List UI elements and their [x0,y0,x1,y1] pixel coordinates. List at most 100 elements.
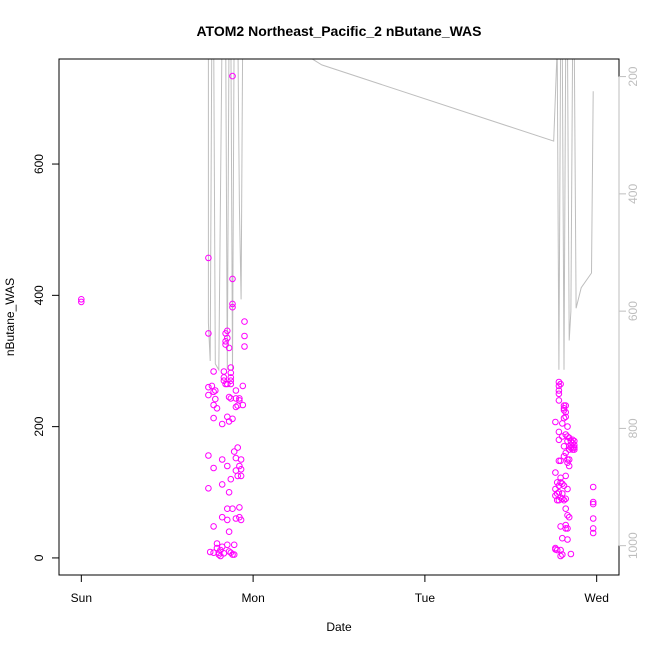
data-point [227,374,235,381]
data-point [220,377,228,385]
data-point [205,330,212,337]
data-point [552,469,559,476]
data-point [571,444,578,451]
data-point [205,391,212,399]
data-point [205,383,212,391]
data-point [562,525,570,532]
data-point [232,403,240,411]
data-point [236,397,243,404]
x-tick-label: Sun [71,591,92,605]
x-tick-label: Wed [584,591,608,605]
data-point [559,495,566,503]
data-point [555,382,563,390]
data-point [565,462,573,470]
data-point [565,513,573,521]
data-point [237,456,245,463]
data-point [210,414,217,422]
data-point [557,457,564,465]
y-tick-label: 200 [32,416,46,436]
data-point [589,500,597,508]
data-point [232,395,240,402]
data-point [229,303,236,311]
data-point [555,378,563,386]
data-point [564,536,571,543]
data-point [222,338,229,345]
data-point [564,459,571,467]
data-point [236,504,243,511]
data-point [571,446,578,453]
data-point [555,397,563,404]
data-point [229,72,236,80]
data-point [555,436,563,444]
data-point [210,523,217,530]
data-point [212,395,219,403]
data-point [560,414,568,422]
data-point [237,466,245,473]
data-point [232,387,240,394]
secondary-y-tick-label: 800 [626,418,640,438]
data-point [552,418,559,426]
data-point [567,550,575,558]
data-point [225,528,233,536]
data-point [562,413,570,421]
data-point [213,405,221,412]
data-point [224,334,231,342]
data-point [213,540,221,547]
data-point [227,377,235,385]
data-point [555,390,563,398]
data-point [224,541,231,549]
data-point [557,552,564,560]
data-point [227,475,235,483]
data-point [227,380,235,388]
data-point [555,387,563,394]
data-point [212,387,219,394]
chart-title: ATOM2 Northeast_Pacific_2 nButane_WAS [196,23,481,39]
data-point [239,401,247,409]
data-point [562,408,570,416]
data-point [237,516,245,524]
data-point [589,498,597,506]
data-point [562,505,570,513]
data-point [224,516,231,524]
data-point [560,482,568,490]
data-point [559,480,566,488]
data-point [562,495,570,503]
data-point [205,485,212,492]
data-point [234,472,241,480]
data-point [205,452,212,459]
data-point [557,380,564,388]
data-point [230,551,238,558]
data-point [236,462,243,470]
data-point [564,433,571,440]
data-point [227,395,235,402]
data-point [78,296,85,303]
data-point [562,521,570,529]
data-point [560,496,568,504]
y-axis: 0 200 400 600 [32,154,60,561]
data-point [589,515,597,522]
x-axis: Sun Mon Tue Wed [71,574,609,605]
data-point [562,431,570,438]
data-point [589,529,597,537]
data-point [218,456,226,463]
data-point [555,482,563,490]
data-point [562,402,570,409]
secondary-y-tick-label: 400 [626,184,640,204]
data-point [225,344,233,352]
data-point [227,549,235,557]
data-point [241,332,248,340]
data-point [239,382,247,390]
data-point [210,464,217,472]
data-point [241,343,248,350]
secondary-y-tick-label: 600 [626,301,640,321]
line-series [207,59,594,372]
y-axis-label: nButane_WAS [3,278,17,356]
data-point [210,388,217,396]
data-point [589,483,597,491]
x-tick-label: Mon [241,591,264,605]
data-point [553,546,561,554]
point-series [78,72,597,560]
data-point [227,364,235,371]
x-axis-label: Date [326,620,352,634]
